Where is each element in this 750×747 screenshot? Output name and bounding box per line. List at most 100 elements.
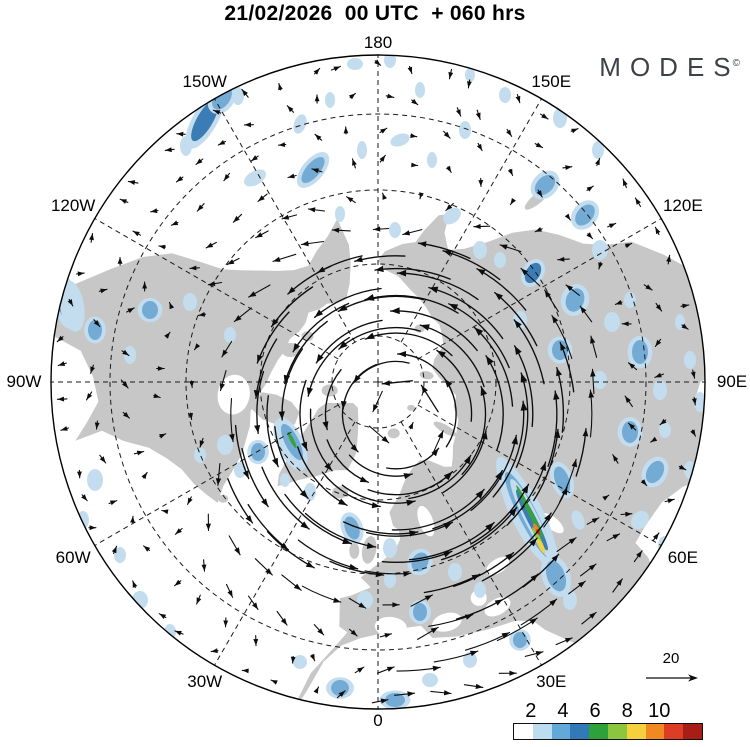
wind-arrow-head [188,412,193,420]
wind-arrow-head [278,411,285,420]
wind-arrow-head [654,372,662,378]
wind-arrow-head [196,158,203,165]
shading-blob [593,371,607,389]
wind-arrow-head [218,140,226,145]
shading-blob [280,473,290,487]
wind-arrow-head [456,109,461,117]
shading-blob [234,462,246,478]
wind-arrow-head [194,343,201,350]
wind-arrow-head [598,262,603,269]
wind-arrow-head [278,83,283,91]
wind-arrow-head [679,464,686,470]
wind-arrow-head [60,426,68,431]
wind-arrow [436,349,473,422]
wind-arrow-head [551,554,559,562]
colorbar-tick-10: 10 [648,700,671,722]
wind-arrow-head [655,304,662,311]
wind-arrow-head [280,542,289,550]
wind-arrow-head [133,231,140,237]
wind-arrow-head [690,429,696,437]
wind-arrow-head [520,268,529,276]
wind-arrow-head [475,112,481,120]
wind-arrow-head [557,256,565,262]
wind-arrow-head [467,81,472,88]
wind-arrow-head [448,303,459,311]
lon-label-30W: 30W [187,672,223,692]
shading-blob [659,422,671,438]
wind-arrow-head [564,213,571,221]
wind-arrow-head [93,320,100,327]
wind-arrow-head [535,142,543,148]
wind-arrow-head [290,656,296,664]
wind-arrow-head [469,650,478,657]
shading-blob [415,82,425,98]
island [361,536,377,564]
wind-arrow-head [380,698,388,704]
wind-arrow-head [514,319,522,329]
wind-arrow-head [213,110,221,115]
wind-arrow-head [254,425,261,434]
wind-arrow [515,372,529,468]
wind-arrow-head [306,387,313,397]
wind-arrow-head [196,597,202,605]
wind-arrow-head [480,386,488,396]
shading-blob [632,340,648,364]
shading-blob [194,447,206,463]
wind-arrow-head [681,323,689,330]
shading-blob [571,510,585,530]
meridian-line [417,404,662,546]
sea [374,616,407,637]
wind-arrow-head [251,155,258,161]
wind-arrow-head [211,648,218,654]
wind-arrow-head [271,680,278,685]
wind-arrow-head [171,220,179,226]
shading-blob [413,603,427,621]
colorbar-segment [589,724,608,739]
wind-arrow-head [544,513,552,522]
shading-blob [565,288,585,312]
wind-arrow-head [595,158,600,166]
wind-arrow-head [365,294,375,301]
wind-arrow-head [430,627,439,634]
wind-arrow-head [463,455,471,465]
wind-arrow-head [448,71,454,79]
wind-arrow-head [529,538,537,547]
wind-arrow [473,326,514,407]
wind-arrow-head [234,547,241,555]
sea [484,597,511,617]
wind-arrow [389,310,478,352]
meridian-line [94,404,339,546]
wind-arrow-head [223,620,229,627]
sea [417,505,435,537]
wind-arrow-head [580,306,587,314]
wind-arrow-head [199,440,205,448]
shading-blob [232,87,244,105]
wind-arrow-head [117,257,123,264]
shading-blob [653,380,667,400]
shading-blob [217,435,233,455]
wind-arrow-head [508,507,517,517]
wind-arrow-head [132,580,138,588]
island [301,331,314,342]
wind-arrow-head [287,105,294,113]
wind-arrow-head [551,315,559,324]
wind-arrow-head [494,599,503,606]
wind-arrows-layer [56,59,697,704]
meridian-line [400,421,542,666]
modes-logo: MODES© [599,52,740,83]
wind-arrow-head [624,243,632,249]
wind-arrow-head [500,244,508,250]
wind-arrow-head [365,332,375,340]
wind-arrow-head [89,233,94,241]
shading-blob [624,292,636,308]
wind-arrow-head [495,470,503,481]
wind-arrow-head [510,198,516,205]
shading-blob [427,152,437,168]
wind-arrow-head [521,484,529,494]
wind-arrow-head [314,309,324,318]
wind-arrow-head [645,284,653,290]
wind-arrow-head [352,158,357,166]
wind-arrow [485,355,504,451]
wind-arrow-head [515,95,521,103]
